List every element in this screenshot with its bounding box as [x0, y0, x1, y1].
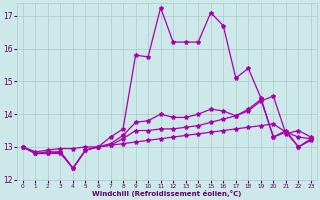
X-axis label: Windchill (Refroidissement éolien,°C): Windchill (Refroidissement éolien,°C): [92, 190, 242, 197]
